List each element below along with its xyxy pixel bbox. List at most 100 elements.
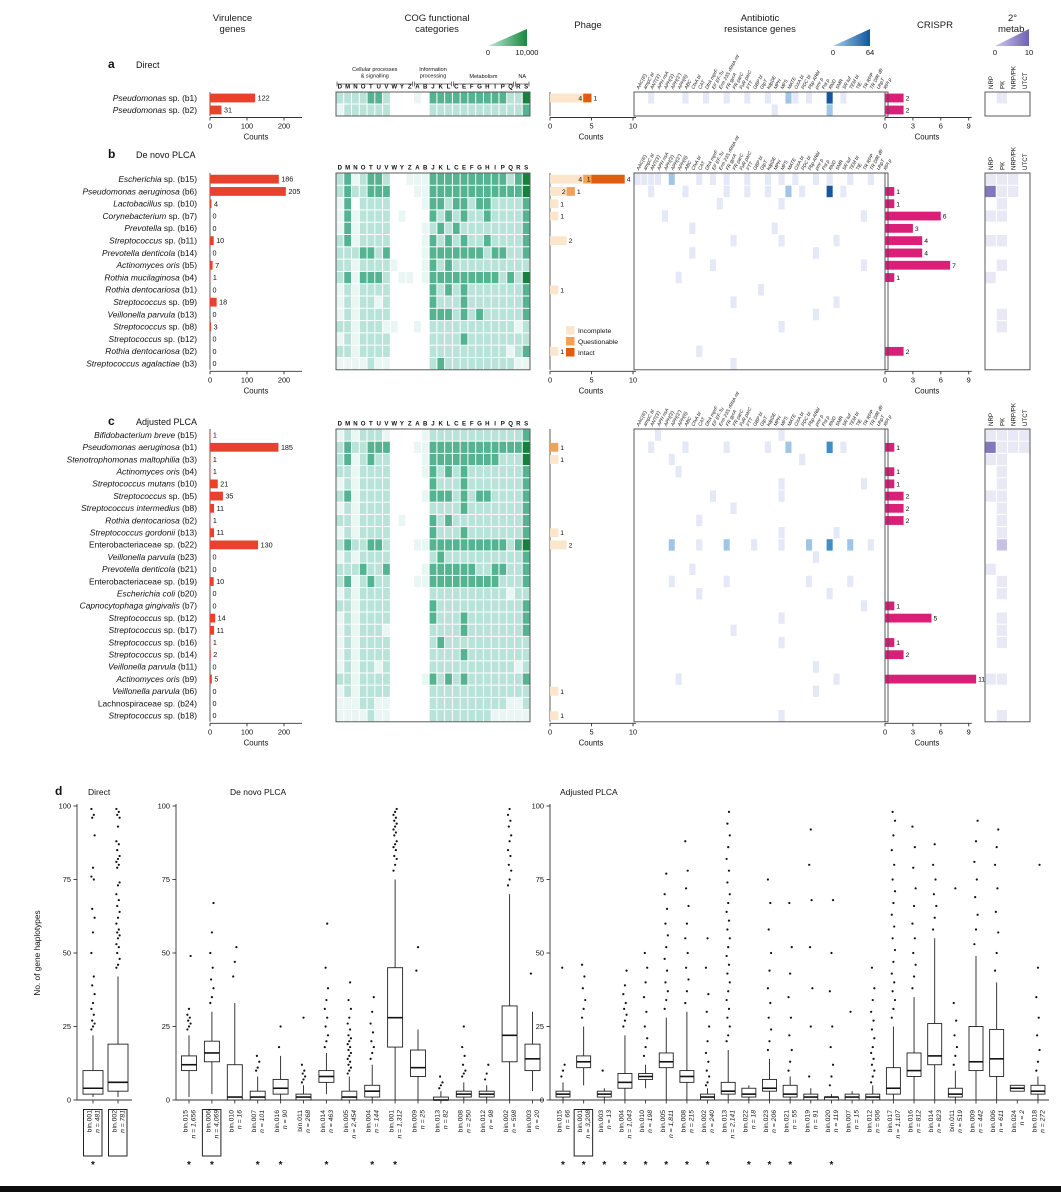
cog-cell bbox=[522, 514, 530, 527]
cog-cell bbox=[499, 222, 507, 234]
arg-gene-label: MATE bbox=[786, 156, 798, 171]
crispr-bar bbox=[885, 248, 923, 258]
vir-tick-label: 200 bbox=[278, 727, 290, 736]
metab-cell bbox=[985, 173, 996, 185]
cog-cell bbox=[483, 527, 491, 539]
cog-letter: S bbox=[524, 421, 528, 428]
arg-cell bbox=[716, 198, 723, 210]
boxplot bbox=[410, 946, 426, 1100]
crispr-bar bbox=[885, 442, 895, 452]
boxplot bbox=[617, 969, 633, 1100]
box bbox=[387, 967, 404, 1048]
metab-class-label: NRP/PK bbox=[1011, 146, 1018, 170]
y-tick-label: 100 bbox=[59, 802, 71, 811]
cog-cell bbox=[359, 321, 367, 333]
bin-n-label: n = 215 bbox=[688, 1110, 695, 1133]
cog-cell bbox=[336, 185, 344, 198]
outlier-dot bbox=[663, 957, 666, 960]
cog-cell bbox=[499, 284, 507, 296]
cog-cell bbox=[414, 173, 421, 185]
cog-cell bbox=[437, 527, 445, 539]
cog-cell bbox=[491, 673, 499, 685]
bin-label: bin.023 bbox=[763, 1110, 770, 1133]
cog-cell bbox=[514, 308, 522, 321]
tspan: Actinomyces oris bbox=[115, 260, 180, 270]
outlier-dot bbox=[911, 825, 914, 828]
cog-cell bbox=[499, 551, 507, 563]
outlier-dot bbox=[686, 869, 689, 872]
metab-cell bbox=[996, 514, 1007, 527]
crispr-value: 5 bbox=[934, 616, 938, 623]
cog-cell bbox=[483, 198, 491, 210]
cog-cell bbox=[445, 588, 452, 600]
phage-axis-title: Counts bbox=[579, 386, 604, 395]
outlier-dot bbox=[582, 1007, 585, 1010]
bin-n-label: n = 90 bbox=[282, 1110, 289, 1129]
cog-cell bbox=[483, 247, 491, 259]
cog-cell bbox=[491, 247, 499, 259]
cog-cell bbox=[460, 104, 468, 116]
arg-gene-label: CAT bbox=[697, 160, 707, 172]
cog-cell bbox=[491, 649, 499, 661]
arg-cell bbox=[730, 624, 737, 636]
cog-cell bbox=[499, 649, 507, 661]
cog-cell bbox=[452, 345, 460, 357]
metab-cell bbox=[996, 429, 1007, 441]
outlier-dot bbox=[277, 1045, 281, 1049]
arg-cell bbox=[778, 612, 785, 624]
cog-cell bbox=[336, 429, 344, 441]
outlier-dot bbox=[1037, 1016, 1040, 1019]
cog-cell bbox=[507, 685, 514, 697]
cog-cell bbox=[352, 210, 359, 222]
virulence-bar bbox=[210, 297, 217, 307]
outlier-dot bbox=[347, 1048, 350, 1052]
outlier-dot bbox=[973, 943, 976, 946]
cog-letter: U bbox=[376, 421, 381, 428]
bin-n-label: n = 101 bbox=[259, 1110, 266, 1133]
cog-cell bbox=[460, 636, 468, 649]
outlier-dot bbox=[369, 1022, 372, 1025]
arg-gene-label: UhpT bbox=[876, 157, 887, 171]
tspan: Stenotrophomonas maltophilia bbox=[67, 454, 180, 464]
cog-cell bbox=[445, 514, 452, 527]
cog-cell bbox=[367, 551, 375, 563]
cog-cell bbox=[499, 173, 507, 185]
cog-cell bbox=[507, 259, 514, 271]
cog-cell bbox=[445, 649, 452, 661]
outlier-dot bbox=[349, 1028, 352, 1031]
cog-cell bbox=[352, 466, 359, 478]
boxplot bbox=[700, 937, 715, 1101]
cog-cell bbox=[483, 710, 491, 722]
tspan: Streptococcus bbox=[113, 322, 167, 332]
species-label: Streptococcus mutans (b10) bbox=[92, 479, 197, 489]
boxplot bbox=[432, 1075, 449, 1101]
phage-value: 1 bbox=[560, 349, 564, 356]
tspan: (b21) bbox=[175, 564, 197, 574]
cog-cell bbox=[375, 636, 383, 649]
cog-cell bbox=[507, 502, 514, 514]
bin-label: bin.001 bbox=[577, 1110, 584, 1133]
cog-cell bbox=[514, 296, 522, 308]
cog-cell bbox=[491, 490, 499, 502]
vir-tick-label: 0 bbox=[208, 122, 212, 131]
arg-cell bbox=[730, 296, 737, 308]
cog-cell bbox=[367, 271, 375, 284]
cog-cell bbox=[367, 185, 375, 198]
virulence-value: 10 bbox=[216, 236, 224, 245]
cog-cell bbox=[468, 222, 476, 234]
cog-cell bbox=[483, 600, 491, 612]
bin-n-label: n = 1,312 bbox=[397, 1110, 404, 1139]
outlier-dot bbox=[872, 1019, 875, 1022]
bin-n-label: n = 2,454 bbox=[351, 1110, 358, 1139]
cog-cell bbox=[522, 345, 530, 357]
virulence-bar bbox=[210, 674, 212, 684]
box bbox=[249, 1090, 266, 1101]
y-tick-label: 75 bbox=[536, 875, 544, 884]
cog-cell bbox=[491, 612, 499, 624]
outlier-dot bbox=[347, 998, 350, 1002]
cog-cell bbox=[352, 514, 359, 527]
cog-cell bbox=[429, 502, 437, 514]
cog-cell bbox=[429, 685, 437, 697]
arg-cell bbox=[812, 173, 819, 185]
significance-star: * bbox=[279, 1160, 283, 1171]
